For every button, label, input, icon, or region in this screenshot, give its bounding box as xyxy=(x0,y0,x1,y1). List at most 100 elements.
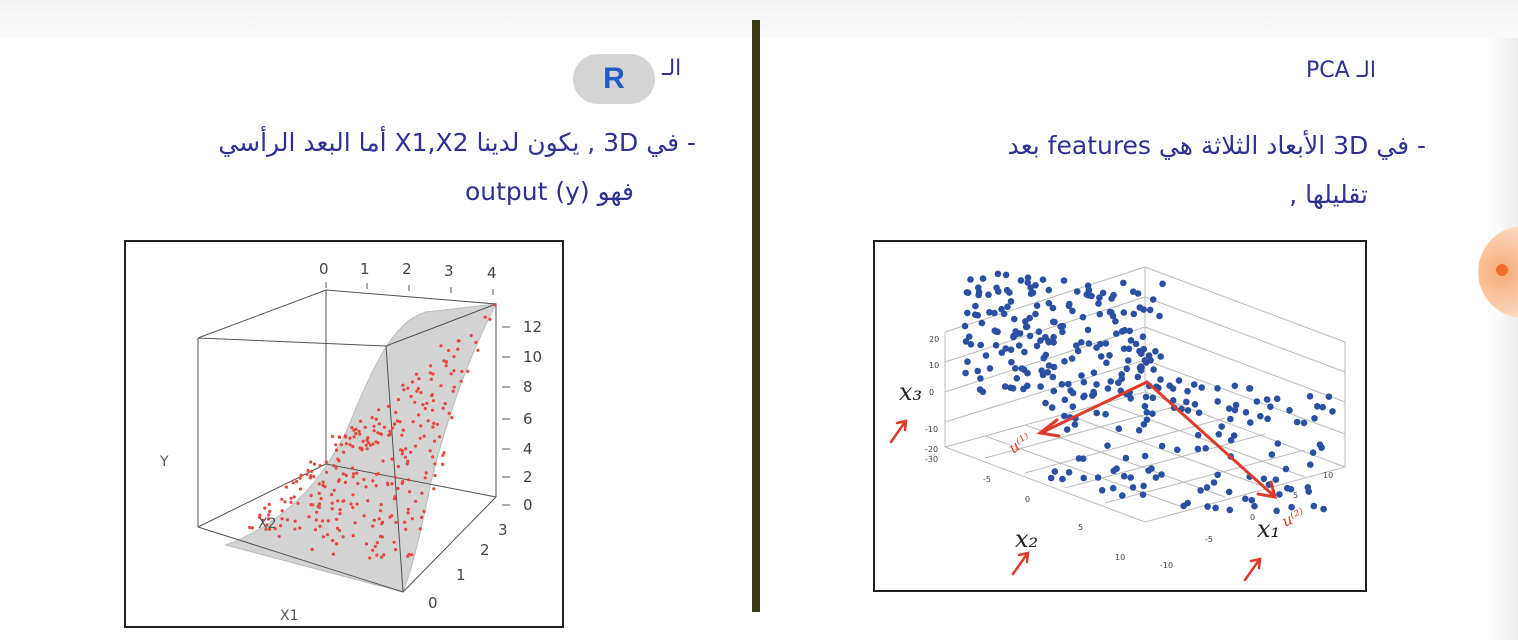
pca-point xyxy=(1166,382,1173,389)
regression-point xyxy=(296,501,300,505)
pca-point xyxy=(1102,410,1109,418)
regression-point xyxy=(390,482,394,486)
regression-point xyxy=(279,524,283,528)
regression-point xyxy=(348,436,352,440)
regression-point xyxy=(292,495,296,499)
pca-point xyxy=(1058,381,1066,388)
r-description-line2: فهو output (y) xyxy=(464,177,634,206)
pca-point xyxy=(1198,384,1205,391)
pca-point xyxy=(1048,404,1056,411)
pca-point xyxy=(1140,306,1147,313)
pca-point xyxy=(1075,455,1083,462)
regression-point xyxy=(422,509,426,514)
regression-point xyxy=(371,548,375,552)
regression-point xyxy=(341,499,345,503)
pca-point xyxy=(1232,401,1240,409)
regression-point xyxy=(452,354,456,359)
regression-point xyxy=(361,439,365,443)
regression-point xyxy=(353,521,357,525)
regression-point xyxy=(429,377,433,381)
svg-text:-5: -5 xyxy=(983,475,991,484)
pca-point xyxy=(964,358,971,365)
regression-3d-surface-svg: 0 1 2 3 4 12 10 8 6 4 2 0 3 2 1 0 Y xyxy=(159,260,542,624)
regression-point xyxy=(430,394,434,398)
pca-point xyxy=(1065,380,1072,388)
regression-point xyxy=(371,442,375,446)
regression-point xyxy=(324,460,328,464)
regression-point xyxy=(351,493,355,497)
regression-point xyxy=(420,515,424,519)
pca-point xyxy=(1044,369,1051,376)
pca-point xyxy=(1096,310,1104,318)
pca-point xyxy=(1158,471,1165,478)
pca-point xyxy=(1080,474,1087,482)
regression-point xyxy=(379,432,384,436)
regression-point xyxy=(317,502,322,506)
pca-point xyxy=(1027,284,1034,291)
regression-point xyxy=(331,538,335,543)
pca-point xyxy=(964,309,971,317)
svg-text:10: 10 xyxy=(929,361,939,370)
regression-point xyxy=(439,384,443,388)
pca-point xyxy=(1090,369,1098,376)
pca-point xyxy=(1310,502,1318,510)
pca-point xyxy=(1273,507,1280,515)
pca-point xyxy=(1197,487,1204,494)
pca-point xyxy=(1158,442,1166,450)
pca-point xyxy=(1021,348,1028,356)
regression-point xyxy=(421,403,425,407)
pca-point xyxy=(1215,431,1223,438)
regression-point xyxy=(447,411,451,415)
regression-point xyxy=(377,422,381,426)
regression-point xyxy=(330,507,334,511)
regression-point xyxy=(371,479,375,483)
pca-point xyxy=(1268,451,1276,458)
pca-point xyxy=(1329,408,1336,415)
pca-point xyxy=(1080,393,1087,401)
regression-point xyxy=(441,453,445,457)
regression-point xyxy=(362,477,366,481)
regression-point xyxy=(344,442,348,446)
regression-point xyxy=(310,547,314,551)
x2-axis-label: X2 xyxy=(258,516,277,532)
regression-point xyxy=(320,519,324,523)
regression-point xyxy=(406,386,410,390)
pca-point xyxy=(1084,326,1092,334)
pca-point xyxy=(1104,442,1111,449)
regression-point xyxy=(329,492,334,497)
pca-point xyxy=(1132,340,1140,348)
regression-point xyxy=(335,542,339,546)
regression-point xyxy=(413,400,417,404)
pca-point xyxy=(1148,465,1155,472)
regression-point xyxy=(336,499,340,503)
regression-point xyxy=(398,420,402,424)
pca-point xyxy=(1022,318,1029,325)
pca-point xyxy=(1282,465,1290,473)
regression-point xyxy=(400,452,404,456)
regression-point xyxy=(350,426,354,430)
regression-point xyxy=(366,441,370,445)
pca-point xyxy=(1159,280,1166,288)
pca-point xyxy=(1227,415,1234,423)
pca-point xyxy=(1017,277,1025,284)
regression-point xyxy=(293,527,297,531)
regression-point xyxy=(337,528,342,533)
regression-point xyxy=(425,401,429,405)
pca-point xyxy=(1195,409,1203,416)
pca-point xyxy=(1035,328,1043,335)
svg-text:-10: -10 xyxy=(1160,561,1173,570)
regression-point xyxy=(364,542,369,546)
x1-arrow-icon xyxy=(1243,557,1262,582)
regression-point xyxy=(372,518,376,522)
regression-point xyxy=(395,419,399,423)
pca-point xyxy=(1307,461,1314,468)
regression-point xyxy=(277,534,281,538)
regression-point xyxy=(321,480,325,484)
pca-point xyxy=(1016,330,1024,337)
pca-point xyxy=(967,276,974,283)
regression-point xyxy=(291,481,295,485)
regression-point xyxy=(378,534,383,539)
regression-point xyxy=(332,464,336,468)
svg-text:5: 5 xyxy=(1293,491,1298,500)
pca-point xyxy=(1226,506,1234,514)
